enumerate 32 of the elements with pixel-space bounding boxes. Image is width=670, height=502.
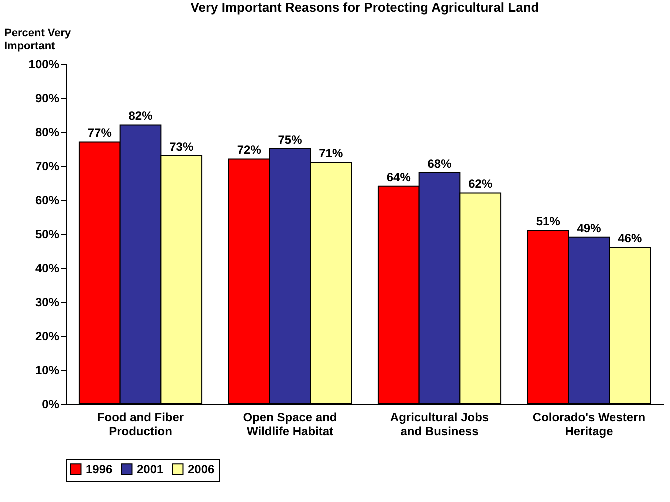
data-label: 46% (618, 232, 642, 246)
y-tick-label: 20% (35, 330, 60, 344)
data-label: 82% (128, 109, 154, 124)
y-tick-label: 40% (35, 262, 60, 276)
x-tick-label: Colorado's Western Heritage (532, 410, 646, 438)
data-label: 75% (278, 133, 303, 147)
data-label: 72% (237, 143, 262, 158)
x-tick-label: Agricultural Jobs and Business (390, 410, 490, 438)
y-tick-label: 0% (42, 398, 60, 412)
y-tick-label: 80% (35, 126, 60, 140)
data-label: 51% (536, 214, 561, 229)
y-tick-label: 50% (35, 228, 60, 242)
y-tick-label: 100% (28, 58, 60, 72)
y-tick-label: 60% (35, 194, 60, 208)
y-tick-label: 30% (35, 296, 60, 310)
chart-title: Very Important Reasons for Protecting Agricultural Land (190, 0, 540, 15)
x-tick-label: Open Space and Wildlife Habitat (243, 410, 338, 438)
data-label: 62% (468, 177, 493, 192)
legend-label: 1996 (86, 462, 114, 476)
legend-label: 2001 (137, 462, 164, 476)
data-label: 73% (170, 140, 194, 154)
legend-label: 2006 (188, 462, 216, 476)
data-label: 64% (386, 170, 412, 184)
data-label: 71% (319, 146, 344, 161)
y-tick-label: 90% (35, 92, 60, 106)
y-tick-label: 10% (35, 364, 60, 378)
y-tick-label: 70% (35, 160, 60, 174)
x-tick-label: Food and Fiber Production (97, 410, 184, 438)
data-label: 77% (88, 126, 112, 140)
data-label: 49% (577, 221, 602, 236)
data-label: 68% (428, 156, 452, 171)
y-axis-title: Percent Very Important (4, 28, 72, 52)
